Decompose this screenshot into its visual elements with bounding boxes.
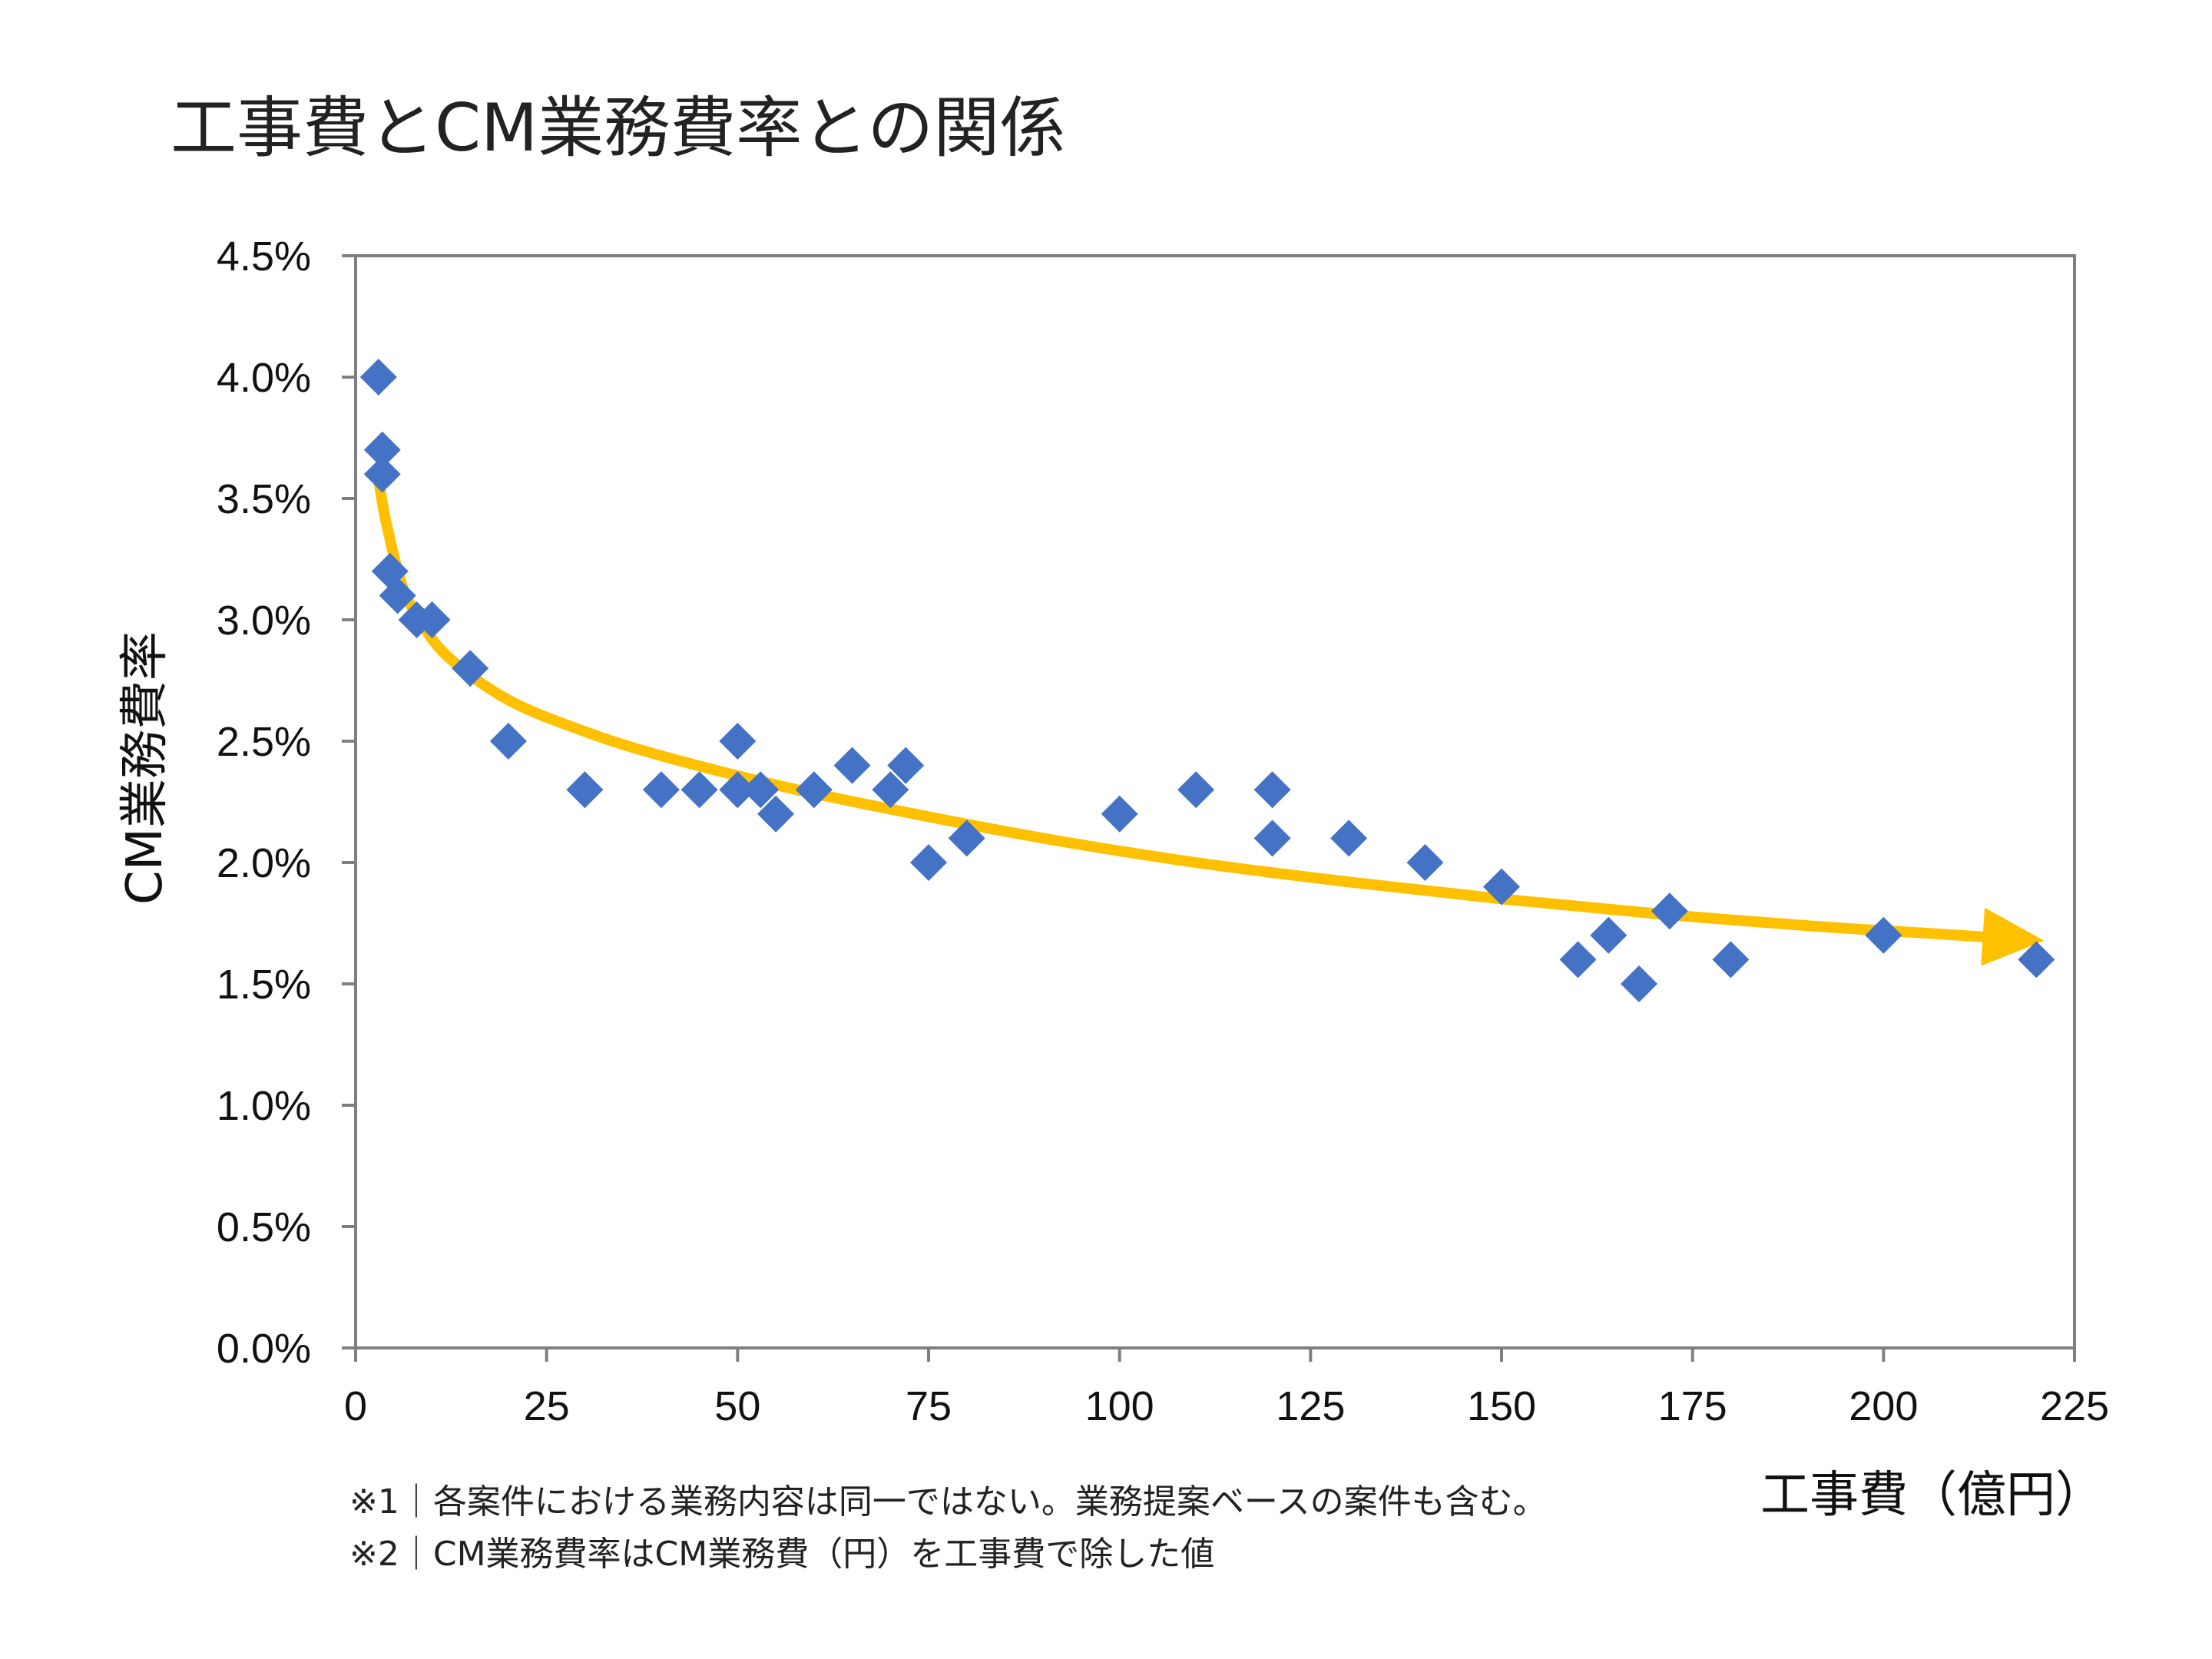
y-tick-label: 0.0%: [217, 1326, 311, 1372]
data-point: [642, 771, 680, 809]
data-point: [1865, 916, 1902, 954]
data-point: [2018, 941, 2055, 979]
data-point: [1559, 941, 1597, 979]
x-tick-label: 50: [714, 1383, 760, 1429]
data-point: [1621, 965, 1657, 1002]
y-tick-label: 4.0%: [217, 355, 311, 401]
data-point: [363, 455, 401, 493]
data-point: [1406, 844, 1444, 881]
data-point: [1177, 771, 1215, 809]
y-tick-label: 1.0%: [217, 1083, 311, 1129]
data-point: [489, 723, 527, 760]
y-axis-ticks: 0.0% 0.5% 1.0% 1.5% 2.0% 2.5% 3.0% 3.5% 4.0% 4.5%: [217, 233, 356, 1372]
data-point: [359, 359, 397, 396]
x-tick-label: 175: [1658, 1383, 1727, 1429]
data-point: [757, 795, 795, 833]
data-point: [566, 771, 604, 809]
data-point: [1101, 795, 1138, 833]
y-tick-label: 2.0%: [217, 840, 311, 886]
data-point: [833, 747, 871, 784]
x-tick-label: 225: [2040, 1383, 2109, 1429]
trend-line: [373, 473, 2004, 943]
footnote-1: ※1｜各案件における業務内容は同一ではない。業務提案ベースの案件も含む。: [349, 1482, 1547, 1522]
y-tick-label: 4.5%: [217, 233, 311, 280]
x-tick-label: 75: [906, 1383, 952, 1429]
data-point: [719, 771, 757, 809]
data-point: [719, 723, 757, 760]
data-point: [948, 820, 985, 857]
trend-layer: [373, 473, 2045, 966]
y-axis-title: CM業務費率: [117, 631, 174, 905]
data-point: [452, 650, 489, 687]
x-axis-ticks: 0 25 50 75 100 125 150 175 200 225: [344, 1348, 2109, 1429]
y-tick-label: 3.0%: [217, 598, 311, 644]
x-tick-label: 200: [1849, 1383, 1918, 1429]
data-point: [1253, 771, 1291, 809]
data-point: [680, 771, 718, 809]
x-tick-label: 100: [1085, 1383, 1154, 1429]
data-point: [872, 771, 909, 809]
data-point: [379, 577, 416, 614]
data-point: [795, 771, 833, 809]
trend-arrowhead: [1981, 907, 2045, 966]
data-point: [742, 771, 780, 809]
data-point: [1253, 820, 1291, 857]
data-point: [1651, 892, 1688, 930]
data-point: [363, 431, 401, 469]
data-point: [1330, 820, 1368, 857]
data-point: [413, 601, 451, 638]
footnote-2: ※2｜CM業務費率はCM業務費（円）を工事費で除した値: [349, 1535, 1214, 1574]
data-point: [1483, 868, 1520, 906]
data-point: [887, 747, 925, 784]
chart-title: 工事費とCM業務費率との関係: [171, 90, 1065, 167]
y-tick-label: 2.5%: [217, 719, 311, 765]
data-points: [359, 359, 2055, 1002]
x-tick-label: 125: [1276, 1383, 1345, 1429]
data-point: [1712, 941, 1750, 979]
plot-area-frame: [354, 254, 2076, 1349]
data-point: [1590, 916, 1628, 954]
y-tick-label: 0.5%: [217, 1204, 311, 1250]
y-tick-label: 3.5%: [217, 476, 311, 522]
x-axis-title: 工事費（億円）: [1760, 1467, 2104, 1524]
x-tick-label: 0: [344, 1383, 367, 1429]
x-tick-label: 150: [1467, 1383, 1536, 1429]
x-tick-label: 25: [524, 1383, 570, 1429]
data-point: [910, 844, 947, 881]
y-tick-label: 1.5%: [217, 962, 311, 1008]
